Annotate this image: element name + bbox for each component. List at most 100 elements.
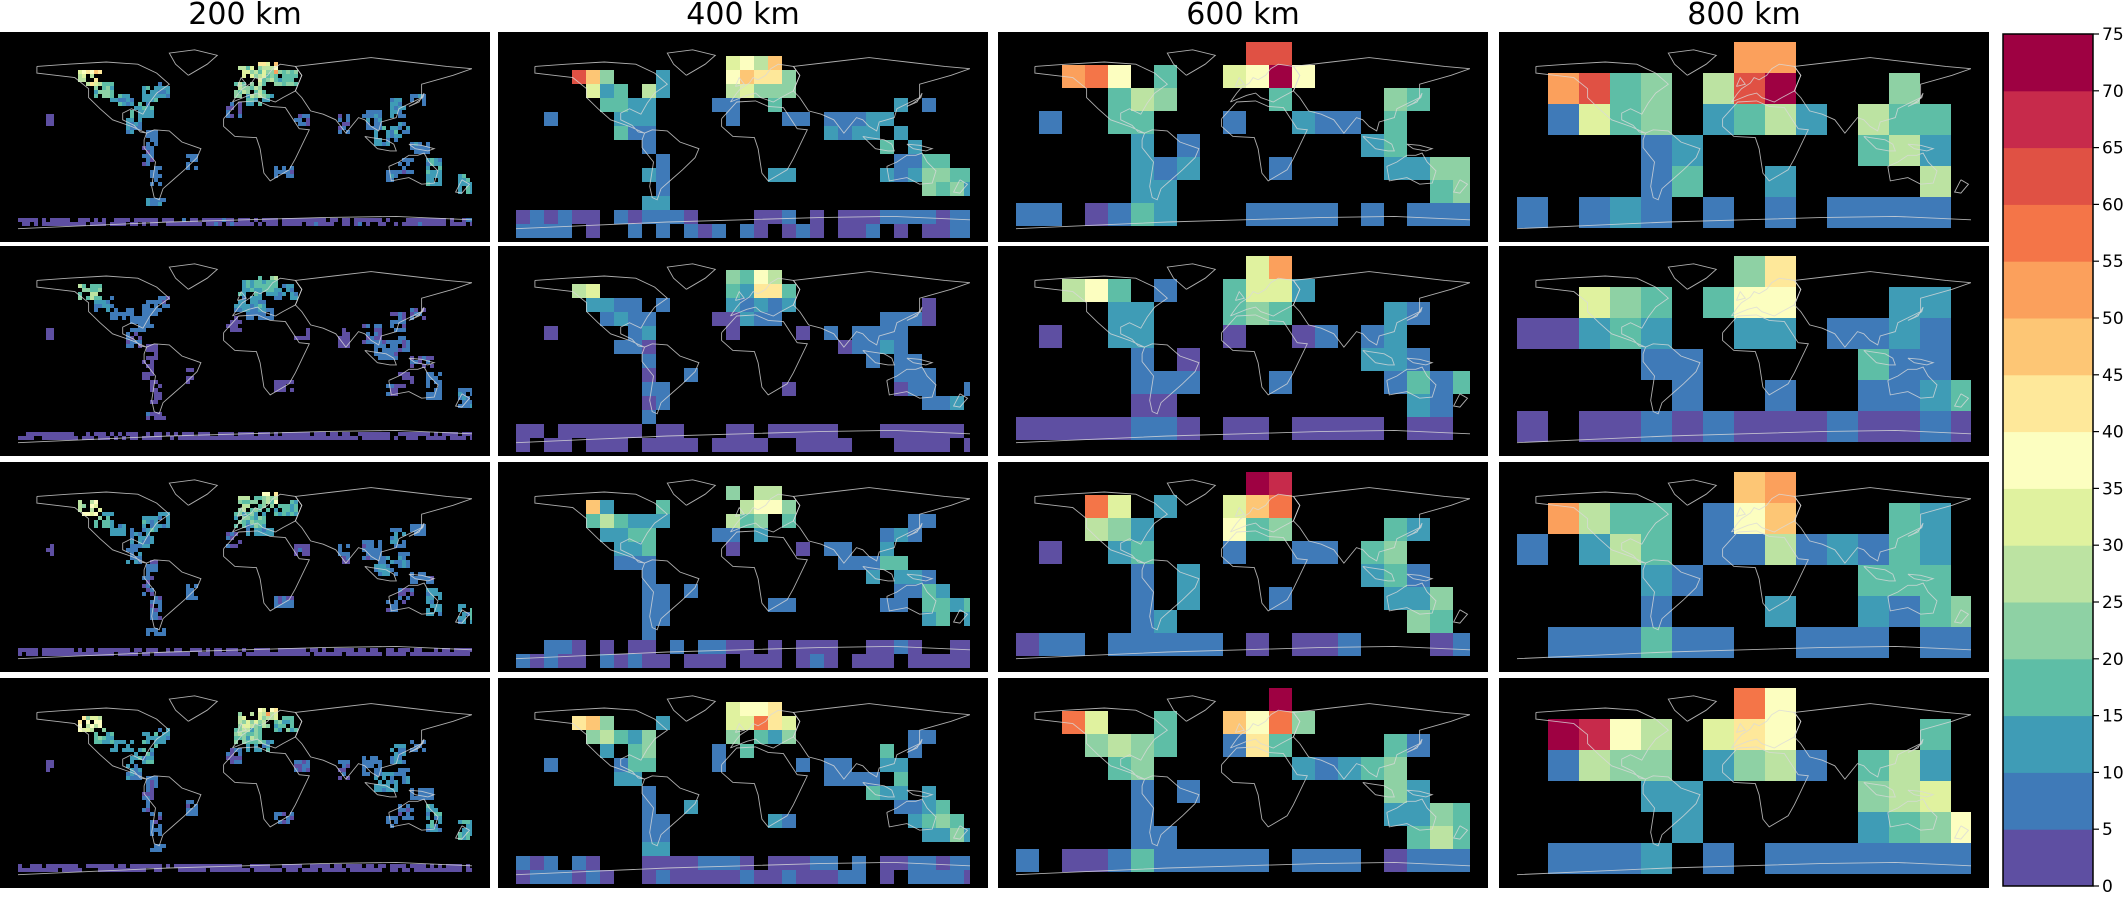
heatmap-cell	[182, 222, 186, 226]
heatmap-cell	[406, 816, 410, 820]
heatmap-cell	[406, 804, 410, 808]
heatmap-cell	[326, 868, 330, 872]
heatmap-cell	[278, 170, 282, 174]
heatmap-cell	[698, 870, 712, 884]
heatmap-cell	[880, 424, 894, 438]
heatmap-cell	[406, 812, 410, 816]
heatmap-cell	[230, 868, 234, 872]
heatmap-cell	[684, 210, 698, 224]
heatmap-cell	[282, 820, 286, 824]
heatmap-cell	[90, 864, 94, 868]
heatmap-cell	[286, 432, 290, 436]
heatmap-cell	[154, 138, 158, 142]
heatmap-cell	[230, 532, 234, 536]
heatmap-cell	[58, 436, 62, 440]
heatmap-cell	[150, 592, 154, 596]
heatmap-cell	[402, 600, 406, 604]
heatmap-cell	[250, 740, 254, 744]
heatmap-cell	[154, 844, 158, 848]
heatmap-cell	[186, 162, 190, 166]
heatmap-cell	[90, 716, 94, 720]
heatmap-cell	[150, 384, 154, 388]
heatmap-cell	[158, 608, 162, 612]
heatmap-cell	[154, 312, 158, 316]
heatmap-cell	[458, 388, 462, 392]
heatmap-cell	[242, 66, 246, 70]
heatmap-cell	[418, 94, 422, 98]
heatmap-cell	[354, 652, 358, 656]
heatmap-cell	[162, 652, 166, 656]
heatmap-cell	[338, 544, 342, 548]
heatmap-cell	[346, 118, 350, 122]
heatmap-cell	[154, 356, 158, 360]
heatmap-cell	[378, 564, 382, 568]
heatmap-cell	[378, 772, 382, 776]
heatmap-cell	[242, 82, 246, 86]
heatmap-cell	[558, 424, 572, 438]
heatmap-cell	[142, 796, 146, 800]
heatmap-cell	[90, 724, 94, 728]
heatmap-cell	[740, 438, 754, 452]
heatmap-cell	[374, 652, 378, 656]
heatmap-cell	[1131, 180, 1154, 203]
heatmap-cell	[102, 652, 106, 656]
heatmap-cell	[302, 648, 306, 652]
coastline	[734, 506, 746, 517]
heatmap-cell	[1734, 534, 1765, 565]
heatmap-cell	[146, 312, 150, 316]
heatmap-cell	[894, 584, 908, 598]
heatmap-cell	[150, 308, 154, 312]
coastline	[1452, 179, 1469, 194]
coastline	[1735, 76, 1747, 87]
heatmap-cell	[1292, 541, 1315, 564]
heatmap-cell	[430, 372, 434, 376]
heatmap-cell	[462, 620, 466, 624]
coastline	[388, 152, 439, 185]
heatmap-cell	[122, 532, 126, 536]
heatmap-cell	[1269, 203, 1292, 226]
heatmap-cell	[342, 436, 346, 440]
heatmap-cell	[290, 222, 294, 226]
heatmap-cell	[370, 764, 374, 768]
heatmap-cell	[154, 388, 158, 392]
coastlines	[1517, 479, 1971, 660]
coastline	[886, 152, 937, 185]
heatmap-cell	[146, 308, 150, 312]
heatmap-cell	[1039, 325, 1062, 348]
heatmap-cell	[238, 106, 242, 110]
heatmap-cell	[142, 748, 146, 752]
heatmap-cell	[382, 564, 386, 568]
heatmap-cell	[286, 868, 290, 872]
heatmap-cell	[126, 344, 130, 348]
heatmap-cell	[426, 816, 430, 820]
coastline	[906, 357, 934, 366]
heatmap-cell	[1765, 42, 1796, 73]
heatmap-cell	[362, 764, 366, 768]
heatmap-cell	[1703, 843, 1734, 874]
heatmap-cell	[230, 752, 234, 756]
heatmap-cell	[1108, 203, 1131, 226]
heatmap-cell	[266, 292, 270, 296]
heatmap-cell	[894, 368, 908, 382]
heatmap-cell	[130, 98, 134, 102]
heatmap-cell	[754, 84, 768, 98]
colorbar-tick-label: 45	[2102, 366, 2124, 386]
heatmap-cell	[114, 308, 118, 312]
heatmap-cell	[426, 652, 430, 656]
heatmap-cell	[726, 702, 740, 716]
heatmap-cell	[166, 732, 170, 736]
heatmap-cell	[194, 808, 198, 812]
coastlines	[1517, 695, 1971, 876]
heatmap-cell	[182, 432, 186, 436]
heatmap-cell	[430, 604, 434, 608]
heatmap-cell	[130, 328, 134, 332]
heatmap-cell	[768, 70, 782, 84]
heatmap-cell	[262, 528, 266, 532]
heatmap-cell	[54, 436, 58, 440]
heatmap-cell	[290, 816, 294, 820]
heatmap-cell	[70, 222, 74, 226]
coastline	[721, 530, 808, 612]
heatmap-cell	[142, 592, 146, 596]
heatmap-cell	[122, 864, 126, 868]
heatmap-cell	[282, 716, 286, 720]
